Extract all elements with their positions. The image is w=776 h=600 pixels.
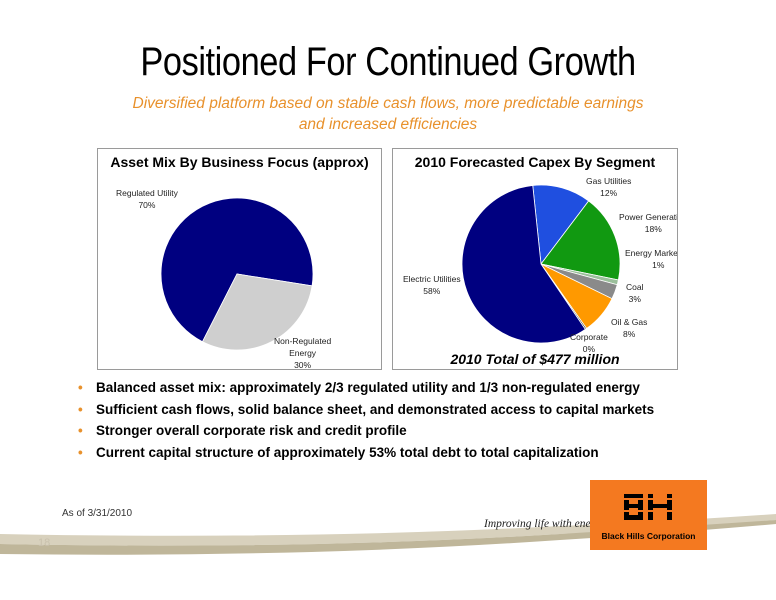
slice-label-name: Electric Utilities — [403, 274, 461, 284]
slice-label-pct: 18% — [644, 224, 662, 234]
slice-label-name: Corporate — [570, 332, 608, 342]
asset-mix-title: Asset Mix By Business Focus (approx) — [110, 154, 369, 170]
company-logo: Black Hills Corporation — [590, 480, 707, 550]
capex-label-corporate: Corporate 0% — [570, 331, 608, 355]
capex-panel: 2010 Forecasted Capex By Segment Gas Uti… — [392, 148, 678, 370]
capex-title: 2010 Forecasted Capex By Segment — [414, 154, 656, 170]
bullet-dot-icon: • — [78, 401, 83, 417]
slide-subtitle: Diversified platform based on stable cas… — [80, 93, 696, 135]
slice-label-pct: 1% — [652, 260, 665, 270]
bullet-text: Current capital structure of approximate… — [96, 444, 599, 460]
asset-mix-label-nonregulated: Non-Regulated Energy 30% — [274, 335, 332, 370]
bullet-text: Stronger overall corporate risk and cred… — [96, 423, 407, 438]
capex-label-power: Power Generation 18% — [619, 211, 677, 235]
subtitle-line-2: and increased efficiencies — [298, 116, 478, 133]
capex-label-gas: Gas Utilities 12% — [586, 175, 631, 199]
bullet-dot-icon: • — [78, 444, 83, 460]
bullet-item: • Sufficient cash flows, solid balance sh… — [78, 402, 718, 417]
asset-mix-panel: Asset Mix By Business Focus (approx) Reg… — [97, 148, 382, 370]
bullet-dot-icon: • — [78, 423, 83, 438]
slice-label-name: Oil & Gas — [611, 317, 648, 327]
capex-total: 2010 Total of $477 million — [450, 351, 620, 367]
pie-slice-non-regulated-energy — [201, 273, 313, 351]
slice-label-pct: 58% — [423, 286, 441, 296]
company-name: Black Hills Corporation — [601, 531, 696, 541]
capex-label-electric: Electric Utilities 58% — [403, 273, 461, 297]
bullet-item: • Current capital structure of approximat… — [78, 445, 718, 460]
slice-label-name: Gas Utilities — [586, 176, 632, 186]
slice-label-name: Regulated Utility — [116, 188, 178, 198]
bullet-list: • Balanced asset mix: approximately 2/3 r… — [78, 380, 718, 466]
slice-label-pct: 3% — [628, 294, 641, 304]
pie-slice-electric-utilities — [461, 184, 586, 344]
bullet-dot-icon: • — [78, 380, 83, 395]
footer-band-top — [0, 514, 776, 546]
capex-label-coal: Coal 3% — [626, 281, 643, 305]
slice-label-pct: 70% — [138, 200, 156, 210]
bullet-item: • Balanced asset mix: approximately 2/3 r… — [78, 380, 718, 395]
slice-label-name-cont: Energy — [289, 348, 317, 358]
slice-label-name: Power Generation — [619, 212, 677, 222]
footer-swoosh — [0, 514, 776, 555]
bullet-text: Balanced asset mix: approximately 2/3 re… — [96, 380, 640, 395]
capex-pie — [461, 184, 621, 344]
slice-label-pct: 30% — [294, 360, 312, 370]
slice-label-name: Coal — [626, 282, 644, 292]
capex-label-marketing: Energy Marketing 1% — [625, 247, 678, 271]
pie-slice-gas-utilities — [532, 184, 590, 266]
bullet-item: • Stronger overall corporate risk and cre… — [78, 423, 718, 438]
as-of-date: As of 3/31/2010 — [62, 508, 133, 519]
pie-slice-power-generation — [540, 200, 621, 281]
asset-mix-label-regulated: Regulated Utility 70% — [116, 187, 178, 211]
slide-title: Positioned For Continued Growth — [140, 40, 636, 84]
page-number: 18 — [38, 537, 51, 549]
bh-logo-icon — [620, 494, 676, 520]
footer-band-bottom — [0, 520, 776, 555]
slice-label-name: Energy Marketing — [625, 248, 678, 258]
capex-label-oilgas: Oil & Gas 8% — [611, 316, 647, 340]
subtitle-line-1: Diversified platform based on stable cas… — [132, 95, 644, 112]
pie-slice-regulated-utility — [160, 197, 314, 343]
company-slogan: Improving life with energy — [484, 518, 606, 530]
asset-mix-pie — [160, 197, 314, 351]
slice-label-pct: 8% — [623, 329, 636, 339]
slice-label-pct: 12% — [600, 188, 618, 198]
slice-label-pct: 0% — [582, 344, 596, 354]
bullet-text: Sufficient cash flows, solid balance she… — [96, 401, 655, 417]
slice-label-name: Non-Regulated — [274, 336, 332, 346]
